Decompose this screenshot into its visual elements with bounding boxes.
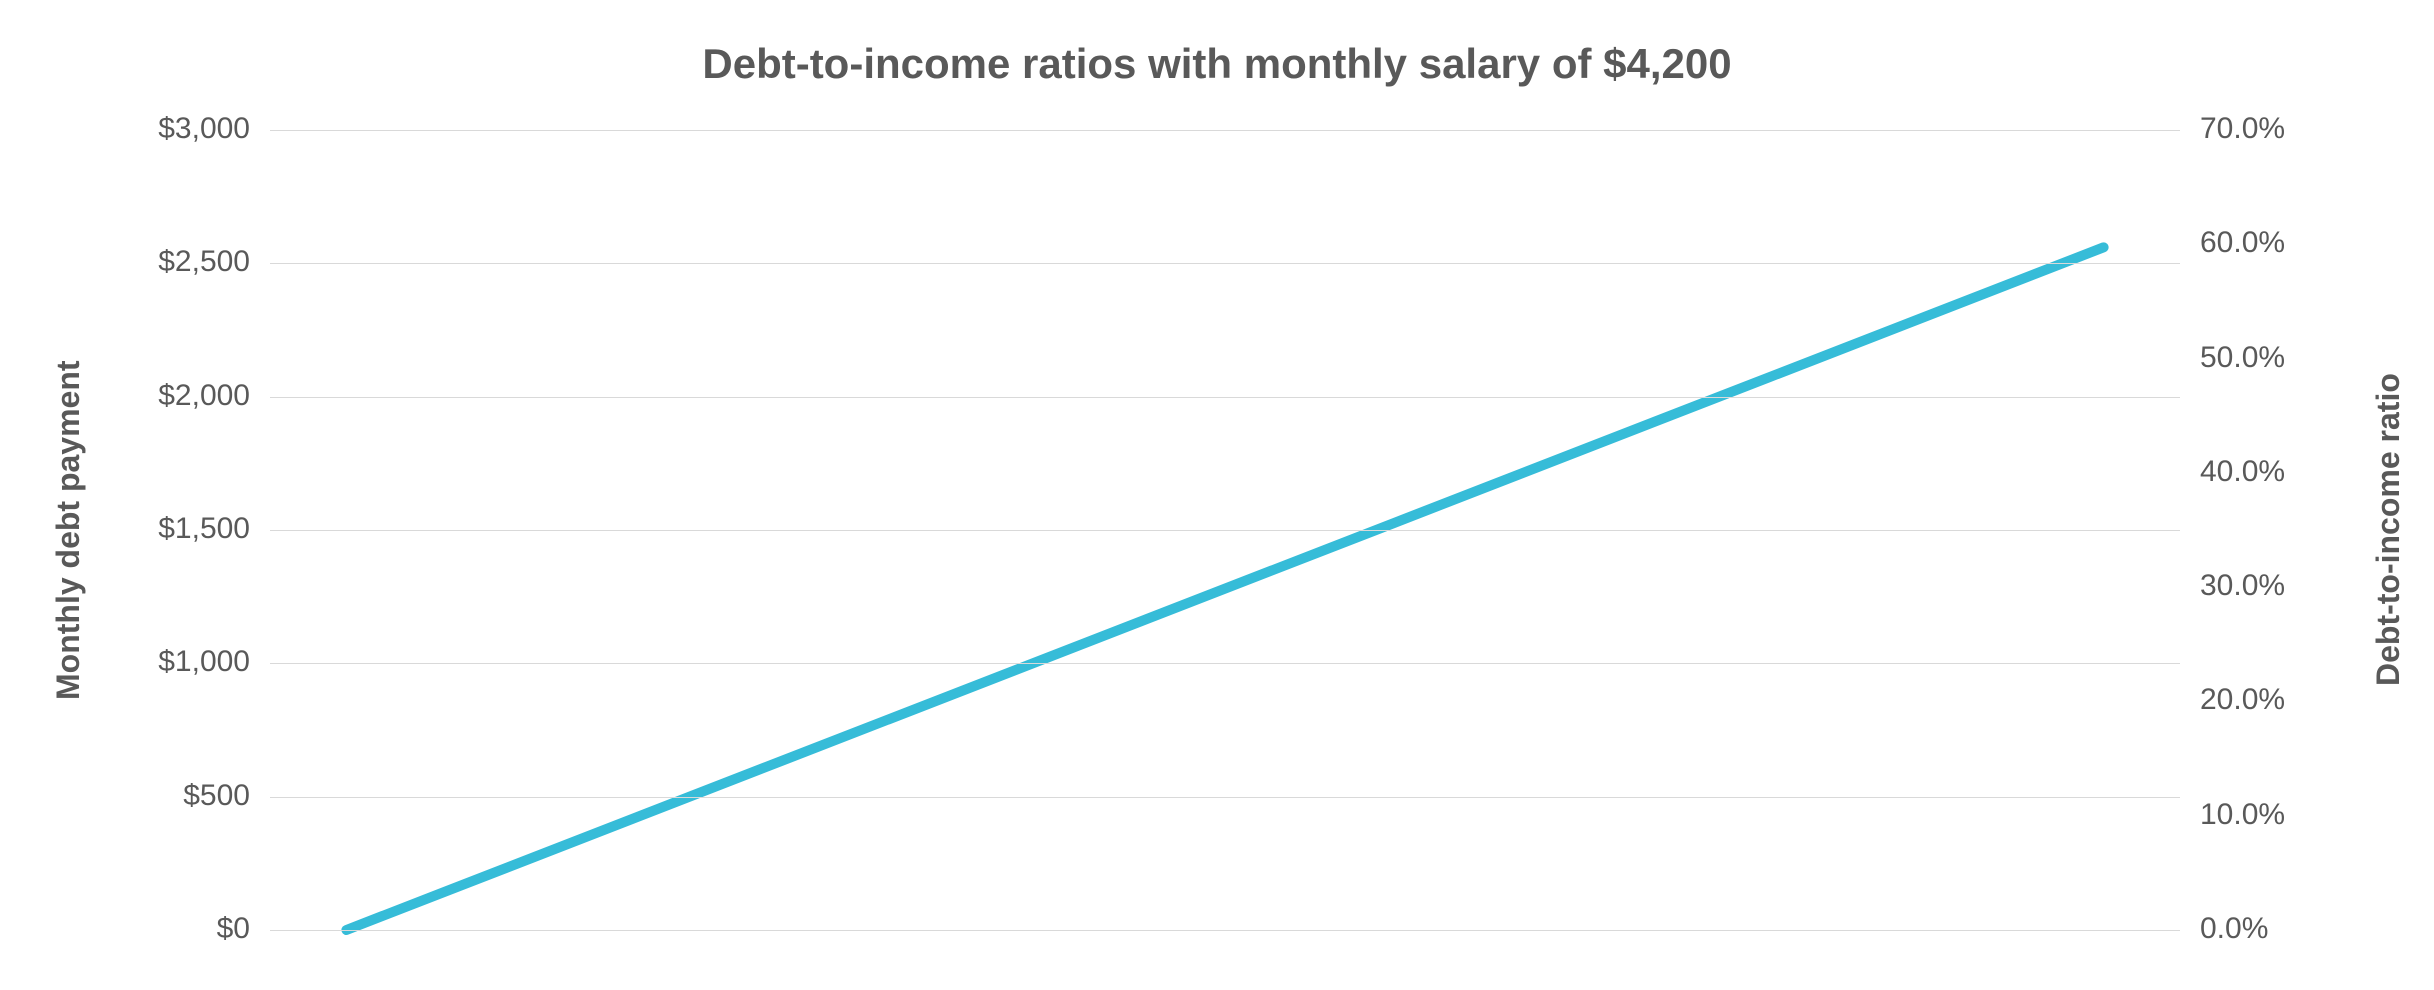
gridline [270,797,2180,798]
gridline [270,930,2180,931]
y-right-tick: 20.0% [2200,683,2360,717]
gridline [270,397,2180,398]
y-right-tick: 50.0% [2200,341,2360,375]
series-line [346,247,2103,930]
gridline [270,130,2180,131]
chart-container: Debt-to-income ratios with monthly salar… [0,0,2434,990]
plot-area [270,130,2180,930]
gridline [270,263,2180,264]
y-axis-right-label: Debt-to-income ratio [2370,130,2407,930]
y-right-tick: 0.0% [2200,912,2360,946]
y-right-tick: 40.0% [2200,455,2360,489]
gridline [270,663,2180,664]
y-left-tick: $2,500 [80,245,250,279]
y-left-tick: $2,000 [80,379,250,413]
y-left-tick: $1,500 [80,512,250,546]
y-left-tick: $1,000 [80,645,250,679]
y-right-tick: 60.0% [2200,226,2360,260]
gridline [270,530,2180,531]
y-left-tick: $0 [80,912,250,946]
chart-title: Debt-to-income ratios with monthly salar… [0,40,2434,88]
y-right-tick: 10.0% [2200,798,2360,832]
y-left-tick: $500 [80,779,250,813]
y-right-tick: 70.0% [2200,112,2360,146]
y-left-tick: $3,000 [80,112,250,146]
y-right-tick: 30.0% [2200,569,2360,603]
